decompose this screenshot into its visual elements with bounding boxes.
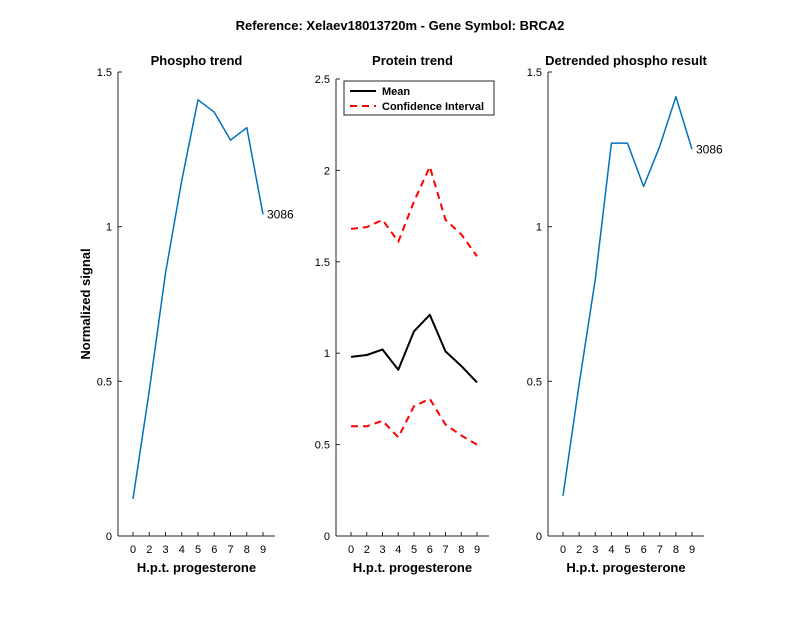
y-tick-label: 1.5 <box>315 257 330 269</box>
confidence-interval-line <box>351 397 478 446</box>
x-tick-label: 5 <box>624 544 630 556</box>
x-tick-label: 7 <box>227 544 233 556</box>
y-tick-label: 0.5 <box>527 376 542 388</box>
x-tick-label: 0 <box>348 544 354 556</box>
x-tick-label: 9 <box>474 544 480 556</box>
x-tick-label: 5 <box>195 544 201 556</box>
confidence-interval-line <box>350 165 478 257</box>
y-tick-label: 0.5 <box>97 376 112 388</box>
panel-title: Phospho trend <box>151 53 243 68</box>
x-tick-label: 3 <box>162 544 168 556</box>
y-tick-label: 0 <box>536 531 542 543</box>
y-tick-label: 0 <box>324 531 330 543</box>
y-tick-label: 1 <box>536 222 542 234</box>
x-tick-label: 8 <box>244 544 250 556</box>
series-line-3086 <box>562 95 693 496</box>
x-tick-label: 2 <box>146 544 152 556</box>
y-tick-label: 1.5 <box>97 67 112 79</box>
x-tick-label: 4 <box>179 544 185 556</box>
x-tick-label: 7 <box>657 544 663 556</box>
y-tick-label: 0.5 <box>315 440 330 452</box>
legend-box <box>343 80 495 116</box>
mean-line <box>350 313 478 384</box>
x-tick-label: 8 <box>673 544 679 556</box>
x-tick-label: 4 <box>395 544 401 556</box>
x-axis-label: H.p.t. progesterone <box>137 560 256 575</box>
x-tick-label: 9 <box>689 544 695 556</box>
series-end-label: 3086 <box>696 142 723 156</box>
y-axis-label: Normalized signal <box>78 248 93 359</box>
x-tick-label: 5 <box>411 544 417 556</box>
x-tick-label: 6 <box>641 544 647 556</box>
x-tick-label: 9 <box>260 544 266 556</box>
x-tick-label: 2 <box>364 544 370 556</box>
series-end-label: 3086 <box>267 207 294 221</box>
y-tick-label: 1 <box>324 348 330 360</box>
legend-entry: Mean <box>382 86 410 98</box>
x-tick-label: 0 <box>560 544 566 556</box>
x-tick-label: 3 <box>592 544 598 556</box>
x-tick-label: 2 <box>576 544 582 556</box>
y-tick-label: 1 <box>106 222 112 234</box>
panel-title: Detrended phospho result <box>545 53 707 68</box>
legend-entry: Confidence Interval <box>382 101 484 113</box>
panel-title: Protein trend <box>372 53 453 68</box>
y-tick-label: 2.5 <box>315 74 330 86</box>
y-tick-label: 1.5 <box>527 67 542 79</box>
y-tick-label: 0 <box>106 531 112 543</box>
x-tick-label: 6 <box>211 544 217 556</box>
x-axis-label: H.p.t. progesterone <box>566 560 685 575</box>
x-tick-label: 0 <box>130 544 136 556</box>
figure-title: Reference: Xelaev18013720m - Gene Symbol… <box>236 18 565 33</box>
x-tick-label: 3 <box>379 544 385 556</box>
x-tick-label: 4 <box>608 544 614 556</box>
y-tick-label: 2 <box>324 165 330 177</box>
x-axis-label: H.p.t. progesterone <box>353 560 472 575</box>
x-tick-label: 8 <box>458 544 464 556</box>
series-line-3086 <box>132 99 264 500</box>
x-tick-label: 7 <box>442 544 448 556</box>
x-tick-label: 6 <box>427 544 433 556</box>
